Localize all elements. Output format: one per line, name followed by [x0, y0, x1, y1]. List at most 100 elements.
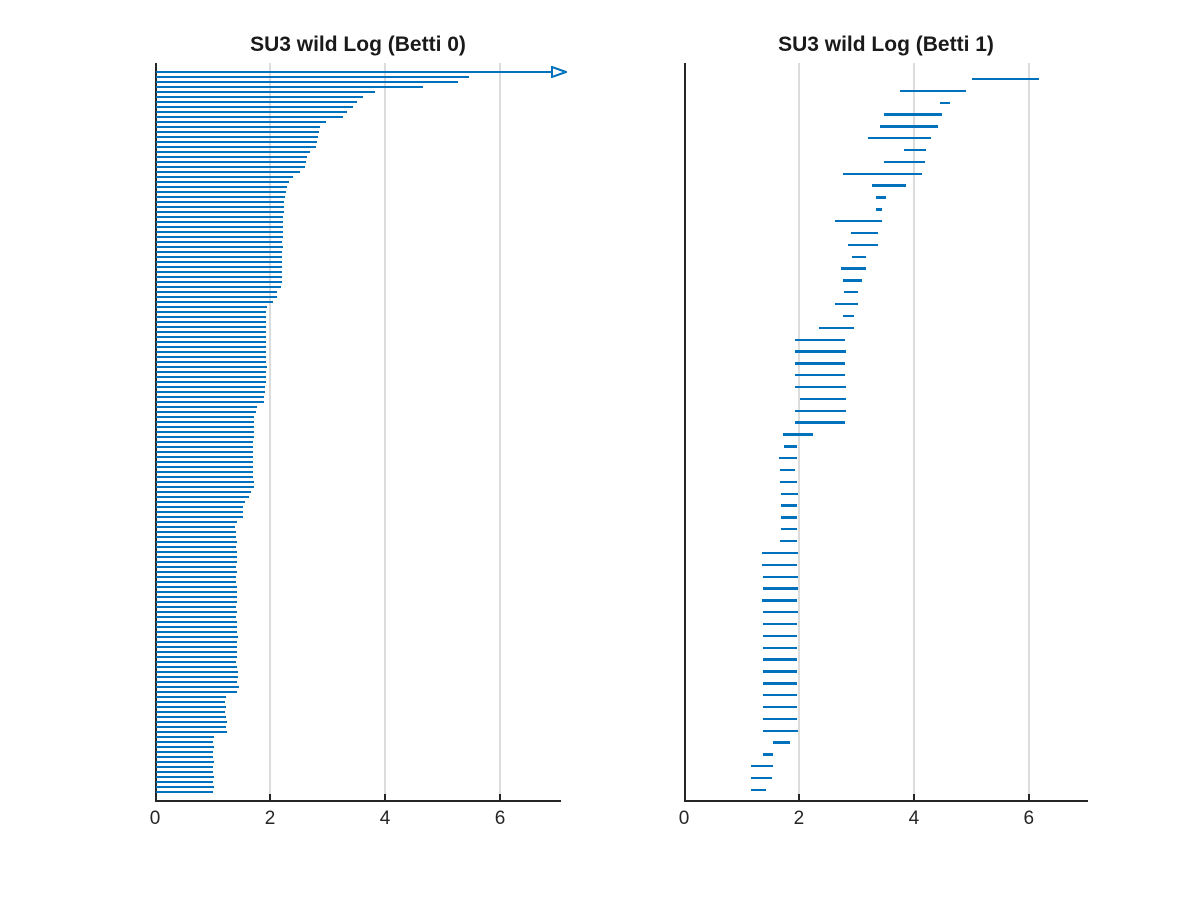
- barcode-bar: [156, 696, 227, 698]
- barcode-bar: [156, 436, 254, 438]
- barcode-bar: [156, 181, 289, 183]
- x-tick-mark: [499, 794, 502, 800]
- barcode-bar: [156, 481, 254, 483]
- betti1-y-spine: [684, 63, 686, 800]
- barcode-bar: [780, 492, 799, 495]
- barcode-bar: [883, 160, 926, 164]
- barcode-bar: [156, 506, 244, 508]
- barcode-bar: [750, 776, 773, 780]
- barcode-bar: [156, 611, 238, 613]
- barcode-bar: [156, 681, 238, 683]
- barcode-bar: [156, 191, 286, 193]
- x-tick-label: 0: [149, 808, 161, 829]
- barcode-bar: [763, 622, 798, 626]
- barcode-bar: [156, 431, 254, 433]
- barcode-bar: [156, 96, 364, 98]
- barcode-bar: [156, 561, 237, 563]
- barcode-bar: [156, 591, 237, 593]
- barcode-bar: [763, 753, 774, 756]
- x-tick-label: 6: [494, 808, 506, 829]
- barcode-bar: [156, 201, 285, 203]
- barcode-bar: [156, 231, 283, 233]
- barcode-bar: [156, 196, 285, 198]
- barcode-bar: [843, 279, 862, 282]
- barcode-bar: [779, 539, 798, 543]
- x-tick-mark: [1027, 794, 1030, 800]
- barcode-bar: [156, 301, 274, 303]
- barcode-bar: [156, 216, 284, 218]
- barcode-bar: [762, 611, 798, 614]
- barcode-bar: [156, 641, 238, 643]
- barcode-bar: [156, 266, 282, 268]
- barcode-bar: [795, 385, 847, 389]
- barcode-bar: [156, 651, 238, 653]
- barcode-bar: [156, 746, 214, 748]
- barcode-bar: [850, 231, 878, 235]
- gridline: [499, 63, 501, 800]
- barcode-bar: [156, 691, 238, 693]
- barcode-bar: [156, 101, 358, 103]
- barcode-bar: [156, 76, 470, 78]
- barcode-bar: [879, 125, 938, 128]
- barcode-bar: [156, 466, 254, 468]
- barcode-bar: [156, 146, 316, 148]
- barcode-bar: [156, 131, 319, 133]
- barcode-bar: [156, 186, 288, 188]
- barcode-bar: [156, 336, 267, 338]
- barcode-bar: [156, 461, 254, 463]
- x-tick-mark: [797, 794, 800, 800]
- barcode-bar: [156, 471, 253, 473]
- x-tick-label: 2: [264, 808, 276, 829]
- barcode-bar: [156, 551, 237, 553]
- betti1-plot-area: 0 2 4 6: [679, 63, 1088, 829]
- barcode-bar: [156, 781, 213, 783]
- betti0-plot-title: SU3 wild Log (Betti 0): [250, 33, 466, 56]
- barcode-bar: [783, 433, 814, 436]
- barcode-bar: [156, 326, 267, 328]
- barcode-bar: [762, 563, 798, 567]
- barcode-bar: [156, 206, 284, 208]
- barcode-bar: [843, 291, 858, 294]
- barcode-bar: [156, 296, 277, 298]
- barcode-bar: [156, 311, 267, 313]
- barcode-bar: [156, 331, 267, 333]
- barcode-bar: [819, 326, 855, 330]
- barcode-bar: [156, 351, 267, 353]
- barcode-bar: [156, 251, 282, 253]
- betti1-plot-title: SU3 wild Log (Betti 1): [778, 33, 994, 56]
- barcode-bar: [780, 528, 798, 531]
- barcode-bar: [156, 771, 213, 773]
- barcode-bar: [156, 141, 318, 143]
- barcode-bar: [940, 101, 951, 104]
- gridline: [1028, 63, 1030, 800]
- barcode-bar: [156, 751, 213, 753]
- barcode-bar: [156, 496, 250, 498]
- barcode-bar: [156, 761, 214, 763]
- barcode-bar: [762, 717, 798, 721]
- barcode-bar: [156, 291, 277, 293]
- barcode-bar: [762, 705, 797, 709]
- barcode-bar: [156, 731, 227, 733]
- barcode-bar: [156, 671, 239, 673]
- barcode-bar: [763, 587, 799, 590]
- barcode-bar: [156, 86, 424, 88]
- barcode-bar: [156, 456, 253, 458]
- barcode-bar: [156, 706, 227, 708]
- barcode-bar: [156, 381, 266, 383]
- barcode-bar: [156, 226, 283, 228]
- barcode-bar: [156, 791, 213, 793]
- barcode-bar: [751, 765, 774, 768]
- barcode-bar: [156, 556, 238, 558]
- gridline: [913, 63, 915, 800]
- barcode-bar: [156, 566, 236, 568]
- barcode-bar: [156, 156, 307, 158]
- betti1-x-axis: [684, 800, 1088, 802]
- barcode-bar: [795, 409, 847, 412]
- barcode-bar: [156, 151, 311, 153]
- barcode-bar: [763, 729, 798, 732]
- barcode-bar: [772, 741, 790, 744]
- barcode-bar: [156, 621, 237, 623]
- barcode-bar: [156, 421, 254, 423]
- barcode-bar: [156, 376, 267, 378]
- barcode-bar: [156, 776, 214, 778]
